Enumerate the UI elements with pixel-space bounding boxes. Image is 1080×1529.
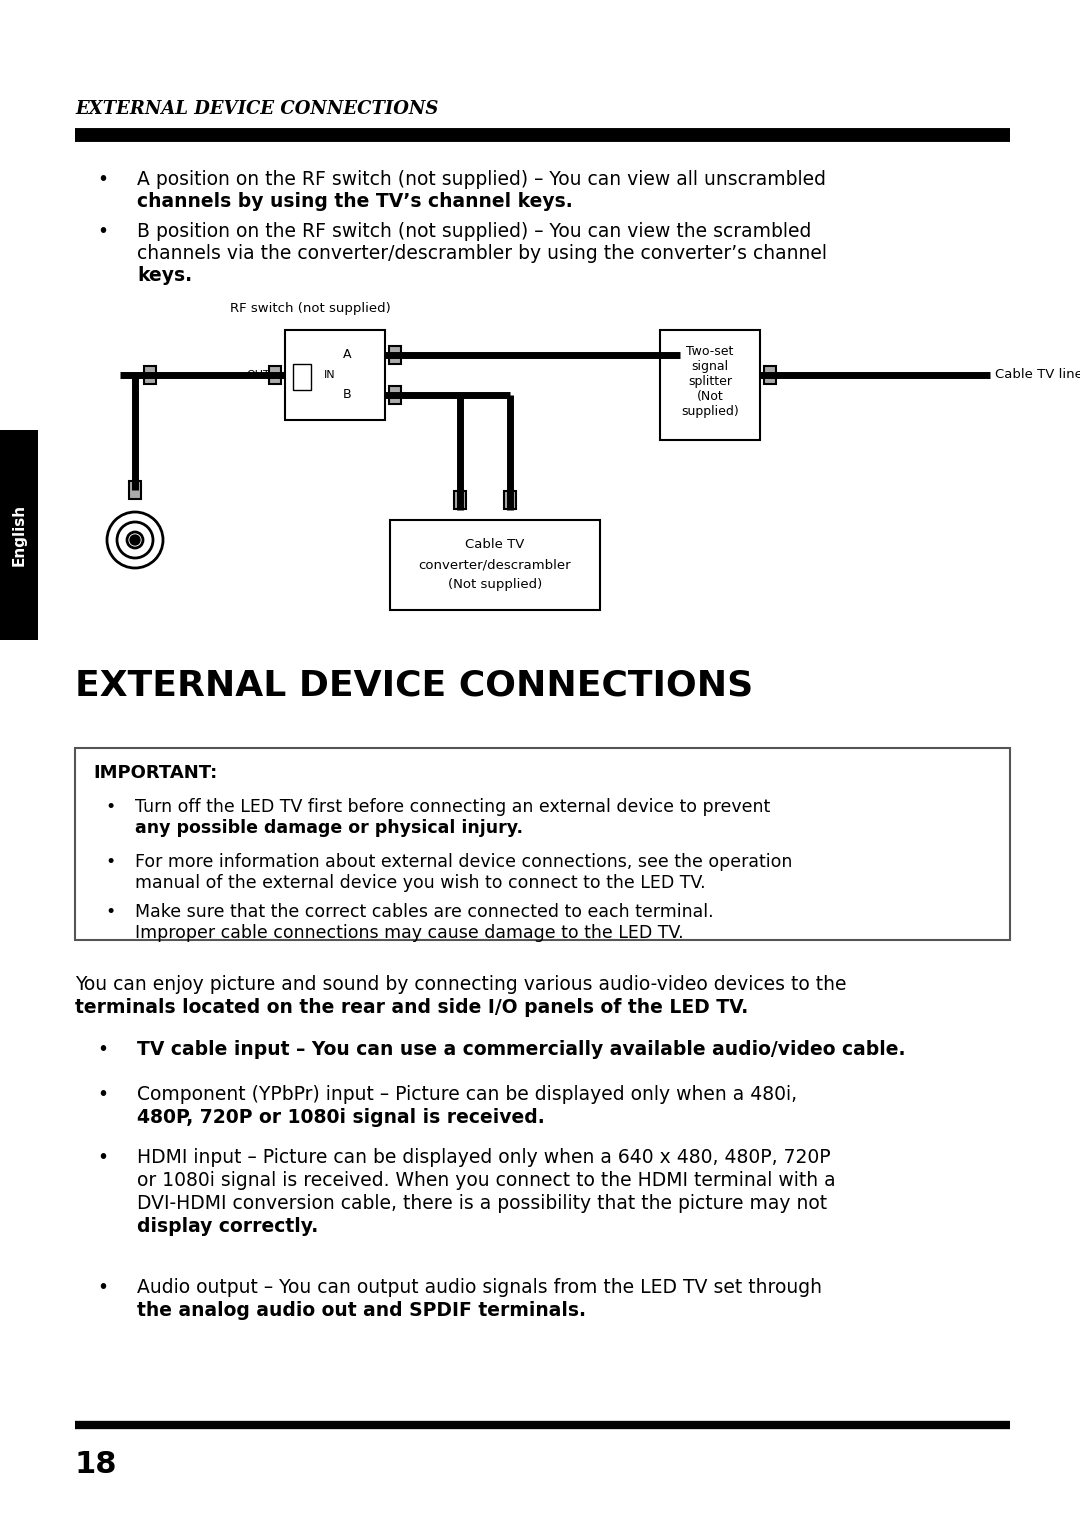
Text: display correctly.: display correctly. xyxy=(137,1217,319,1235)
Text: keys.: keys. xyxy=(137,266,192,284)
Text: RF switch (not supplied): RF switch (not supplied) xyxy=(230,303,390,315)
Text: (Not supplied): (Not supplied) xyxy=(448,578,542,592)
Text: Two-set: Two-set xyxy=(686,346,733,358)
Text: Cable TV line: Cable TV line xyxy=(995,368,1080,382)
Text: •: • xyxy=(105,798,116,816)
Text: the analog audio out and SPDIF terminals.: the analog audio out and SPDIF terminals… xyxy=(137,1301,586,1320)
Text: Component (YPbPr) input – Picture can be displayed only when a 480i,: Component (YPbPr) input – Picture can be… xyxy=(137,1086,797,1104)
Bar xyxy=(664,346,676,364)
Bar xyxy=(389,385,401,404)
Text: English: English xyxy=(12,505,27,566)
Text: •: • xyxy=(97,170,108,190)
Text: channels by using the TV’s channel keys.: channels by using the TV’s channel keys. xyxy=(137,193,572,211)
Text: •: • xyxy=(105,853,116,872)
Text: A position on the RF switch (not supplied) – You can view all unscrambled: A position on the RF switch (not supplie… xyxy=(137,170,826,190)
Text: splitter: splitter xyxy=(688,375,732,388)
Text: A: A xyxy=(342,349,351,361)
Text: •: • xyxy=(97,1040,108,1060)
Text: B position on the RF switch (not supplied) – You can view the scrambled: B position on the RF switch (not supplie… xyxy=(137,222,811,242)
Text: Cable TV: Cable TV xyxy=(465,538,525,550)
Text: EXTERNAL DEVICE CONNECTIONS: EXTERNAL DEVICE CONNECTIONS xyxy=(75,668,753,702)
Text: •: • xyxy=(97,222,108,242)
Text: (Not: (Not xyxy=(697,390,724,404)
Text: supplied): supplied) xyxy=(681,405,739,417)
Text: DVI-HDMI conversion cable, there is a possibility that the picture may not: DVI-HDMI conversion cable, there is a po… xyxy=(137,1194,827,1212)
Bar xyxy=(293,364,311,390)
Text: manual of the external device you wish to connect to the LED TV.: manual of the external device you wish t… xyxy=(135,875,705,891)
Text: 18: 18 xyxy=(75,1449,118,1479)
Bar xyxy=(390,520,600,610)
Text: Audio output – You can output audio signals from the LED TV set through: Audio output – You can output audio sign… xyxy=(137,1278,822,1297)
Text: channels via the converter/descrambler by using the converter’s channel: channels via the converter/descrambler b… xyxy=(137,245,827,263)
Text: Turn off the LED TV first before connecting an external device to prevent: Turn off the LED TV first before connect… xyxy=(135,798,770,816)
Bar xyxy=(129,482,141,498)
Text: •: • xyxy=(97,1086,108,1104)
Text: or 1080i signal is received. When you connect to the HDMI terminal with a: or 1080i signal is received. When you co… xyxy=(137,1171,836,1190)
Text: EXTERNAL DEVICE CONNECTIONS: EXTERNAL DEVICE CONNECTIONS xyxy=(75,99,438,118)
Text: terminals located on the rear and side I/O panels of the LED TV.: terminals located on the rear and side I… xyxy=(75,998,748,1017)
Text: converter/descrambler: converter/descrambler xyxy=(419,558,571,570)
Text: •: • xyxy=(105,904,116,920)
Text: Make sure that the correct cables are connected to each terminal.: Make sure that the correct cables are co… xyxy=(135,904,714,920)
Text: 480P, 720P or 1080i signal is received.: 480P, 720P or 1080i signal is received. xyxy=(137,1109,544,1127)
Text: IMPORTANT:: IMPORTANT: xyxy=(93,764,217,781)
Bar xyxy=(0,430,38,641)
Text: B: B xyxy=(342,388,351,402)
Bar xyxy=(285,330,384,420)
Bar xyxy=(660,330,760,440)
Text: For more information about external device connections, see the operation: For more information about external devi… xyxy=(135,853,793,872)
Text: •: • xyxy=(97,1148,108,1167)
Bar xyxy=(389,346,401,364)
Text: Improper cable connections may cause damage to the LED TV.: Improper cable connections may cause dam… xyxy=(135,924,684,942)
Text: TV cable input – You can use a commercially available audio/video cable.: TV cable input – You can use a commercia… xyxy=(137,1040,905,1060)
Text: You can enjoy picture and sound by connecting various audio-video devices to the: You can enjoy picture and sound by conne… xyxy=(75,976,847,994)
Circle shape xyxy=(130,535,140,544)
Text: signal: signal xyxy=(691,359,729,373)
Text: •: • xyxy=(97,1278,108,1297)
Bar xyxy=(75,748,1010,940)
Bar xyxy=(454,491,465,509)
Bar xyxy=(144,365,156,384)
Text: IN: IN xyxy=(324,370,336,381)
Bar xyxy=(269,365,281,384)
Text: HDMI input – Picture can be displayed only when a 640 x 480, 480P, 720P: HDMI input – Picture can be displayed on… xyxy=(137,1148,831,1167)
Text: OUT: OUT xyxy=(246,370,270,381)
Text: any possible damage or physical injury.: any possible damage or physical injury. xyxy=(135,820,523,836)
Bar xyxy=(764,365,777,384)
Bar xyxy=(504,491,516,509)
